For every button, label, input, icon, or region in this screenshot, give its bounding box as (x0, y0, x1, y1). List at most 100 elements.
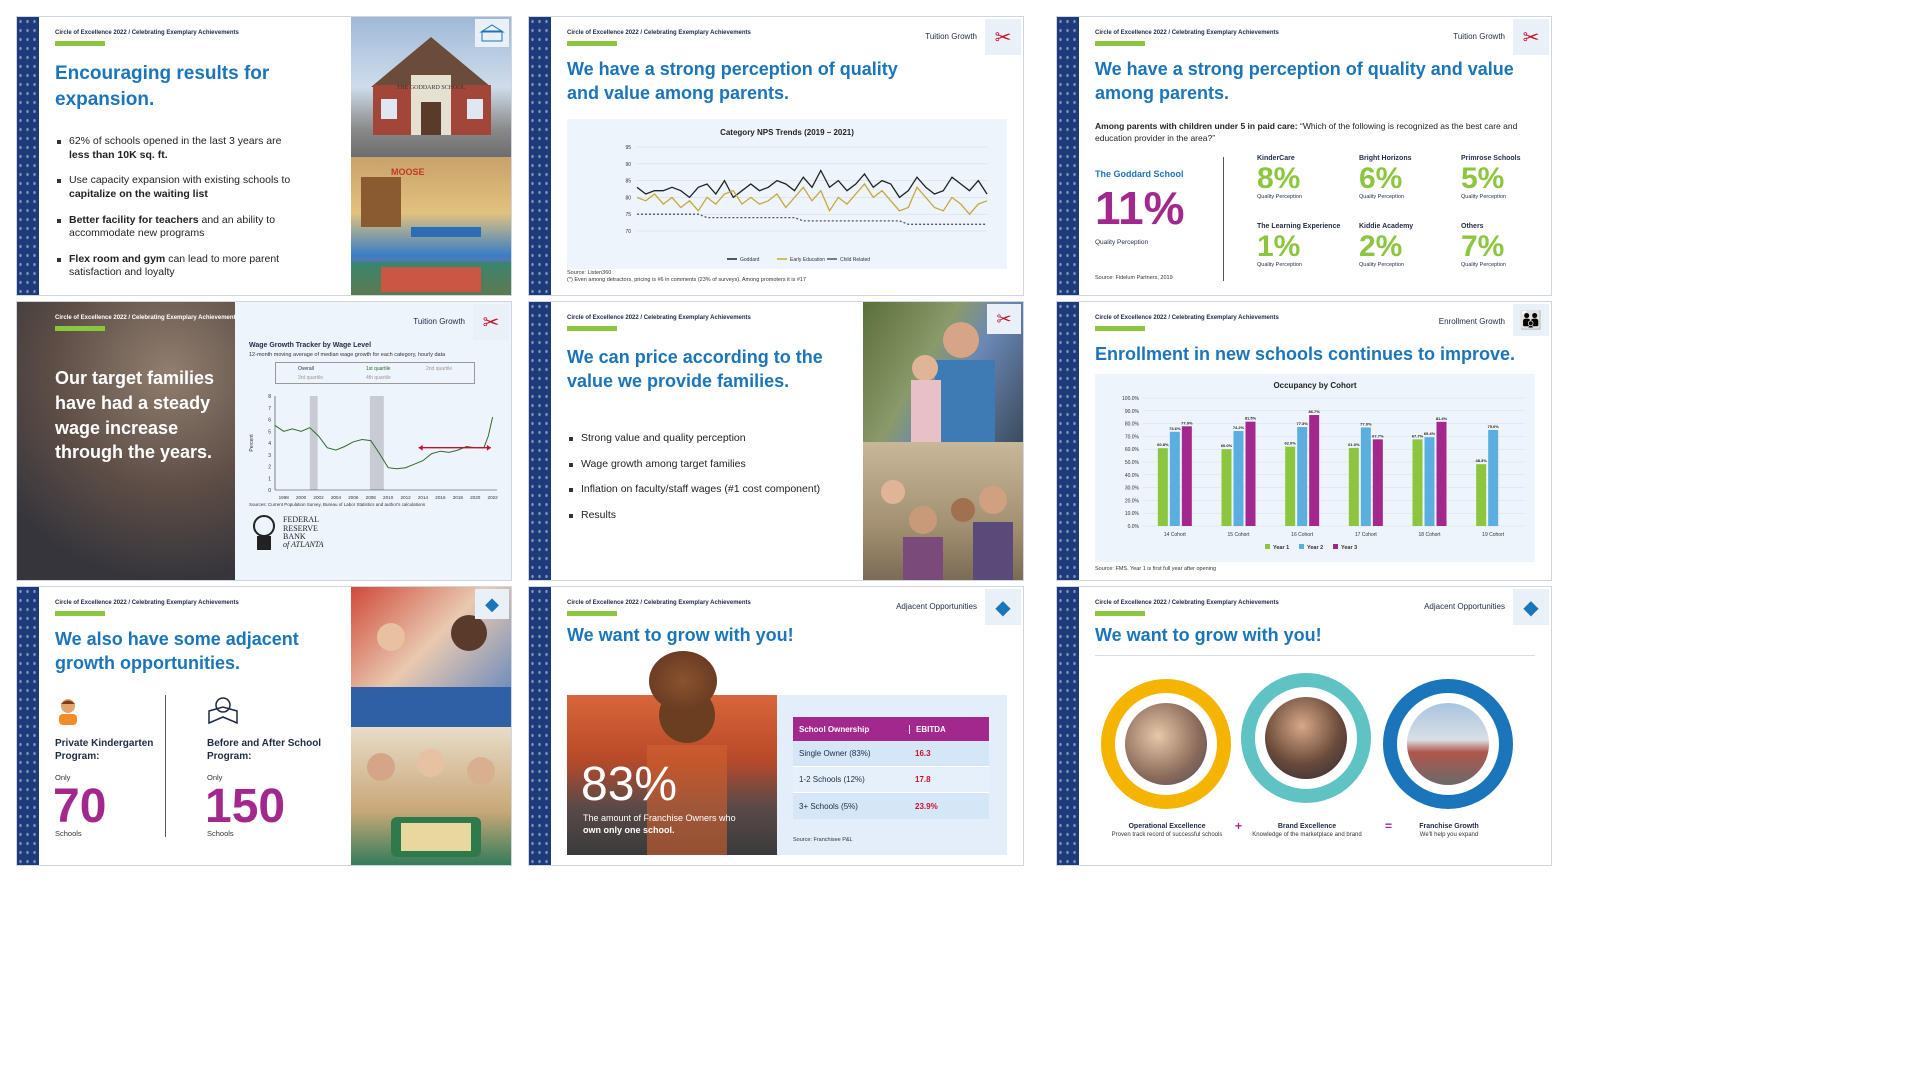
legend-item: 2nd quartile (426, 366, 453, 372)
side-stripe (529, 587, 551, 865)
slide-expansion[interactable]: Circle of Excellence 2022 / Celebrating … (16, 16, 512, 296)
table-cell: 17.8 (915, 775, 931, 784)
survey-question: Among parents with children under 5 in p… (1095, 121, 1518, 143)
slide-header: Circle of Excellence 2022 / Celebrating … (567, 315, 751, 321)
bullet-item: 62% of schools opened in the last 3 year… (55, 135, 295, 162)
bullet-list: Strong value and quality perception Wage… (567, 432, 867, 535)
slide-header: Circle of Excellence 2022 / Celebrating … (1095, 30, 1279, 36)
legend-item: 1st quartile (366, 366, 391, 372)
slide-wage-growth[interactable]: Circle of Excellence 2022 / Celebrating … (16, 301, 512, 581)
headline: Our target families have had a steady wa… (55, 368, 215, 463)
x-tick-label: 2022 (488, 495, 499, 500)
table-cell: 1-2 Schools (12%) (799, 775, 865, 784)
pillar-name: Brand Excellence (1277, 823, 1337, 830)
y-tick-label: 1 (268, 476, 271, 482)
slide-enrollment[interactable]: Circle of Excellence 2022 / Celebrating … (1056, 301, 1552, 581)
chart-source: Source: Listen360 (567, 270, 612, 276)
x-tick-label: 2018 (453, 495, 464, 500)
side-stripe (17, 17, 39, 295)
y-tick-label: 70 (625, 229, 631, 235)
y-tick-label: 100.0% (1122, 396, 1140, 402)
divider (1223, 157, 1224, 281)
competitor-sub: Quality Perception (1461, 262, 1506, 268)
table-row: 3+ Schools (5%) 23.9% (793, 793, 989, 819)
bar-label: 61.0% (1348, 442, 1360, 447)
x-tick-label: 2016 (435, 495, 446, 500)
tuition-tag-icon: ✂ (985, 19, 1021, 55)
accent-bar (567, 41, 617, 46)
wage-source: Sources: Current Population Survey, Bure… (249, 502, 426, 507)
program-post: Schools (207, 829, 234, 838)
arrow-head (486, 444, 491, 451)
accent-bar (567, 326, 617, 331)
bar-label: 67.7% (1412, 433, 1424, 438)
program-name: Private Kindergarten Program: (55, 738, 154, 762)
tuition-tag-icon: ✂ (473, 304, 509, 340)
bar (1297, 427, 1308, 526)
bar (1285, 446, 1296, 526)
svg-text:THE GODDARD SCHOOL: THE GODDARD SCHOOL (397, 85, 466, 91)
bullet-item: Wage growth among target families (567, 458, 867, 472)
x-tick-label: 16 Cohort (1291, 532, 1314, 538)
bar (1245, 421, 1256, 526)
table-cell: 16.3 (915, 749, 931, 758)
competitor-sub: Quality Perception (1461, 194, 1506, 200)
bar-label: 67.7% (1372, 433, 1384, 438)
y-tick-label: 40.0% (1125, 473, 1140, 479)
slide-nps[interactable]: Circle of Excellence 2022 / Celebrating … (528, 16, 1024, 296)
x-tick-label: 2006 (348, 495, 359, 500)
series-line (637, 213, 987, 225)
bullet-item: Results (567, 509, 867, 523)
competitor-sub: Quality Perception (1257, 194, 1302, 200)
bar-label: 81.4% (1436, 416, 1448, 421)
pillar-desc: Proven track record of successful school… (1111, 832, 1223, 838)
bar (1233, 431, 1244, 526)
slide-perception[interactable]: Circle of Excellence 2022 / Celebrating … (1056, 16, 1552, 296)
bar-label: 86.7% (1308, 409, 1320, 414)
bar (1157, 448, 1168, 526)
competitor-name: Bright Horizons (1359, 155, 1412, 162)
competitor-name: The Learning Experience (1257, 223, 1341, 230)
section-label: Adjacent Opportunities (1424, 602, 1505, 611)
slide-title: We have a strong perception of quality a… (1095, 59, 1514, 104)
accent-bar (1095, 611, 1145, 616)
plus-sign: + (1235, 819, 1243, 833)
series-line (636, 169, 988, 199)
y-tick-label: 0.0% (1128, 524, 1140, 530)
accent-bar (55, 611, 105, 616)
slide-header: Circle of Excellence 2022 / Celebrating … (567, 30, 751, 36)
x-tick-label: 2010 (383, 495, 394, 500)
accent-bar (55, 326, 105, 331)
legend-label: Year 1 (1273, 545, 1289, 551)
legend-item: 4th quartile (366, 375, 391, 381)
recession-band (369, 396, 384, 490)
bar (1169, 431, 1180, 526)
arrow-head (418, 444, 423, 451)
legend-label: Year 3 (1341, 545, 1357, 551)
slide-ownership[interactable]: Circle of Excellence 2022 / Celebrating … (528, 586, 1024, 866)
competitor: Primrose Schools 5% Quality Perception (1461, 155, 1521, 200)
bar-label: 74.2% (1233, 425, 1245, 430)
y-tick-label: 3 (268, 453, 271, 459)
competitor-value: 5% (1461, 162, 1505, 195)
competitor-name: Kiddie Academy (1359, 223, 1414, 230)
slide-adjacent[interactable]: Circle of Excellence 2022 / Celebrating … (16, 586, 512, 866)
diamond-icon: ◆ (475, 589, 509, 619)
competitor: Kiddie Academy 2% Quality Perception (1359, 223, 1413, 268)
nps-line-chart: Category NPS Trends (2019 – 2021) 95 90 85 8… (625, 128, 988, 263)
program-value: 150 (205, 780, 286, 833)
x-tick-label: 2002 (313, 495, 324, 500)
legend-swatch (1265, 544, 1270, 549)
slide-grow[interactable]: Circle of Excellence 2022 / Celebrating … (1056, 586, 1552, 866)
child-icon (55, 697, 81, 730)
competitor-grid: KinderCare 8% Quality Perception Bright Ho… (1257, 155, 1547, 285)
pillar-name: Operational Excellence (1128, 823, 1206, 830)
y-tick-label: 20.0% (1125, 498, 1140, 504)
table-row: Single Owner (83%) 16.3 (793, 741, 989, 767)
legend-swatch (1333, 544, 1338, 549)
legend-item: 3rd quartile (298, 375, 324, 381)
side-stripe (1057, 302, 1079, 580)
bar (1412, 439, 1423, 526)
slide-pricing[interactable]: Circle of Excellence 2022 / Celebrating … (528, 301, 1024, 581)
legend-label: Child Related (840, 257, 870, 263)
